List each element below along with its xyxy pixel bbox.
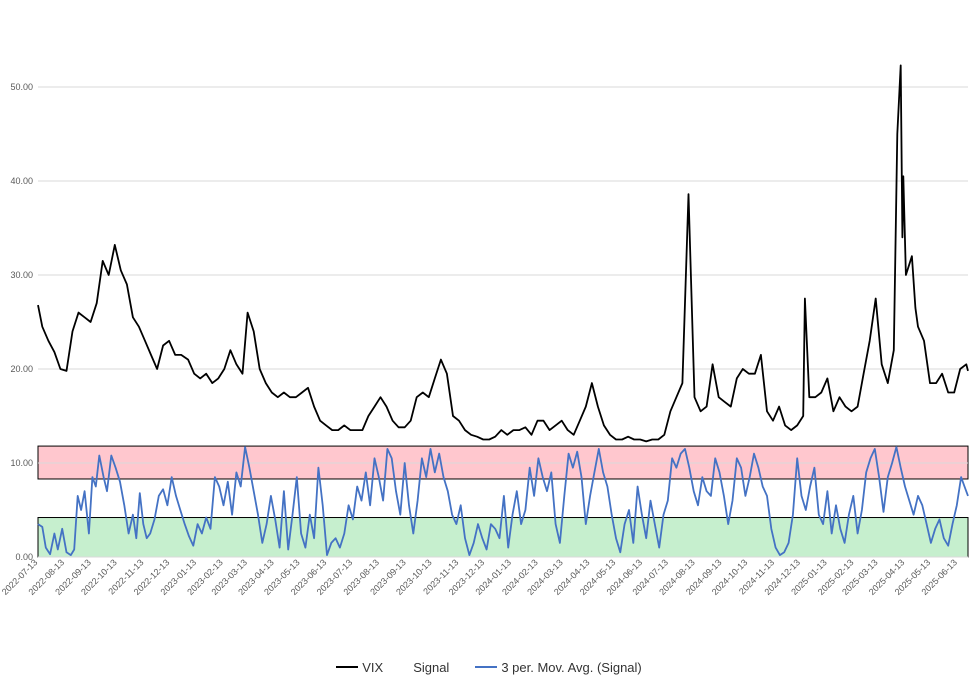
band-low xyxy=(37,517,969,558)
legend-swatch-moving-average xyxy=(475,666,498,668)
y-tick-label: 10.00 xyxy=(10,458,33,468)
legend-item-vix: VIX xyxy=(336,660,383,675)
legend-item-signal: Signal xyxy=(409,660,449,675)
y-axis-tick-labels: 0.00 10.00 20.00 30.00 40.00 50.00 xyxy=(10,82,33,562)
series-lines xyxy=(37,64,969,556)
series-line-3-per-mov-avg-signal xyxy=(37,446,969,556)
legend: VIX Signal 3 per. Mov. Avg. (Signal) xyxy=(0,657,978,677)
x-axis-tick-labels: 2022-07-132022-08-132022-09-132022-10-13… xyxy=(0,557,959,597)
gridlines xyxy=(38,86,968,558)
y-tick-label: 20.00 xyxy=(10,364,33,374)
y-tick-label: 40.00 xyxy=(10,176,33,186)
legend-label-vix: VIX xyxy=(362,659,384,675)
legend-swatch-vix xyxy=(336,666,359,668)
legend-item-moving-average: 3 per. Mov. Avg. (Signal) xyxy=(475,659,642,675)
y-tick-label: 30.00 xyxy=(10,270,33,280)
y-tick-label: 0.00 xyxy=(15,552,33,562)
y-tick-label: 50.00 xyxy=(10,82,33,92)
legend-label-moving-average: 3 per. Mov. Avg. (Signal) xyxy=(501,659,642,675)
series-line-vix xyxy=(37,64,969,443)
legend-label-signal: Signal xyxy=(413,659,450,675)
